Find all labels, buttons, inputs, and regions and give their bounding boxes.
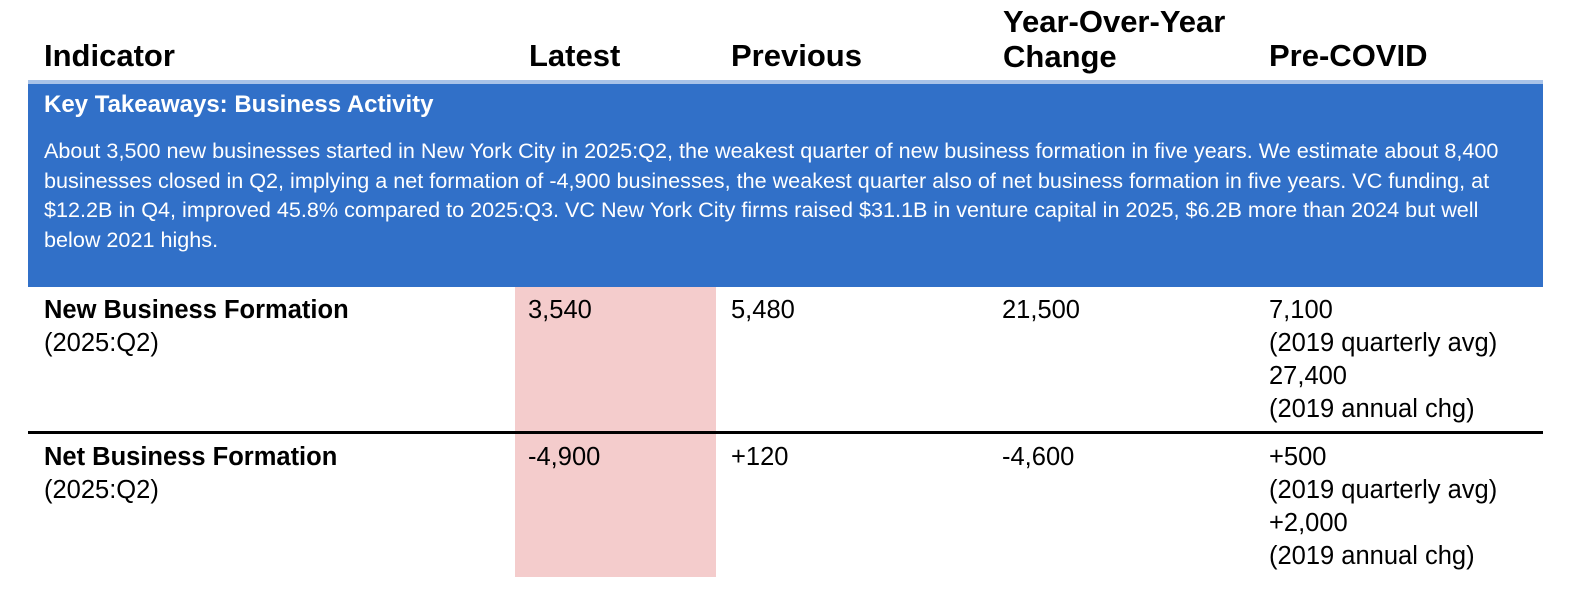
previous-value: +120 — [731, 443, 789, 471]
latest-value: -4,900 — [528, 443, 601, 471]
pre-covid-value: 7,100 — [1269, 296, 1333, 324]
pre-covid-value: +2,000 — [1269, 509, 1348, 537]
pre-covid-value: (2019 annual chg) — [1269, 542, 1475, 570]
pre-covid-value: (2019 annual chg) — [1269, 395, 1475, 423]
takeaways-box — [28, 84, 1543, 287]
row-rule — [28, 431, 1543, 434]
column-header: Previous — [731, 38, 862, 73]
takeaways-text: About 3,500 new businesses started in Ne… — [44, 138, 1499, 252]
header-rule — [28, 80, 1543, 84]
latest-value: 3,540 — [528, 296, 592, 324]
takeaways-title: Key Takeaways: Business Activity — [44, 91, 434, 118]
pre-covid-value: (2019 quarterly avg) — [1269, 476, 1498, 504]
previous-value: 5,480 — [731, 296, 795, 324]
column-header: Pre-COVID — [1269, 38, 1428, 73]
yoy-value: 21,500 — [1002, 296, 1080, 324]
pre-covid-value: +500 — [1269, 443, 1327, 471]
indicator-name: Net Business Formation — [44, 443, 338, 471]
indicator-name: New Business Formation — [44, 296, 349, 324]
column-header: Latest — [529, 38, 621, 73]
pre-covid-value: 27,400 — [1269, 362, 1347, 390]
indicator-period: (2025:Q2) — [44, 329, 159, 357]
pre-covid-value: (2019 quarterly avg) — [1269, 329, 1498, 357]
column-header: Indicator — [44, 38, 175, 73]
yoy-value: -4,600 — [1002, 443, 1075, 471]
indicator-period: (2025:Q2) — [44, 476, 159, 504]
column-header: Year-Over-Year Change — [1003, 4, 1226, 74]
